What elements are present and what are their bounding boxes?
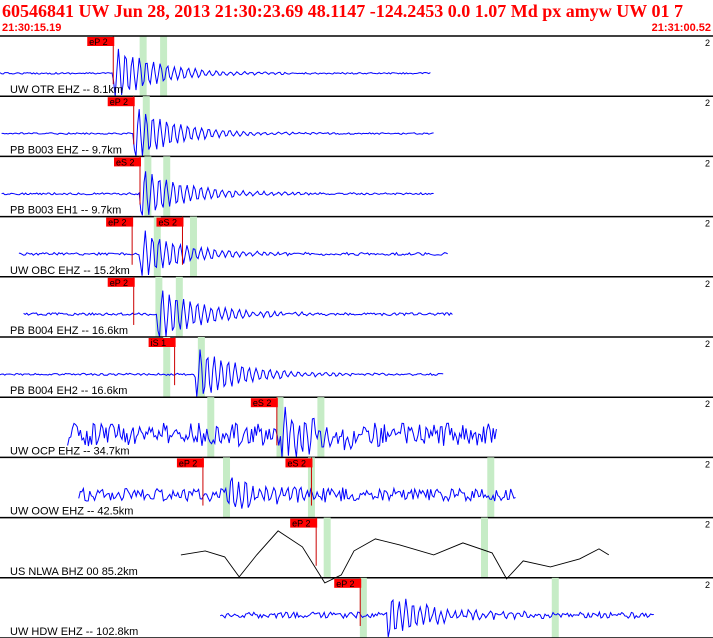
arrival-window [487,457,495,518]
pick-label: iS 1 [151,338,167,348]
pick-flag [106,217,134,227]
event-source: UW [616,1,647,21]
channel-panel[interactable]: eP 2 US NLWA BHZ 00 85.2km 2 [0,517,713,584]
event-author: amyw [565,1,612,21]
waveform-trace [180,530,610,584]
channel-scale: 2 [705,279,710,289]
channel-panel[interactable]: eP 2 PB B004 EHZ -- 16.6km 2 [0,276,713,338]
event-extra: 7 [673,1,683,21]
arrival-window [323,517,331,578]
event-version: 01 [651,1,670,21]
event-time: 21:30:23.69 [214,1,304,21]
channel-panel[interactable]: eP 2 eS 2 UW OBC EHZ -- 15.2km 2 [0,216,713,278]
event-network: UW [78,1,110,21]
arrival-window [160,36,168,97]
channel-scale: 2 [705,339,710,349]
channel-panel[interactable]: eP 2 PB B003 EHZ -- 9.7km 2 [0,96,713,158]
channel-label: UW OTR EHZ -- 8.1km [10,84,123,96]
arrival-window [153,216,161,277]
arrival-window [155,276,163,337]
event-lon: -124.2453 [369,1,444,21]
pick-flag [107,97,135,107]
channel-panel[interactable]: eP 2 eS 2 UW OOW EHZ -- 42.5km 2 [0,457,713,519]
arrival-window [142,96,150,157]
arrival-window [207,397,215,458]
waveform-trace [219,598,654,638]
pick-label: eP 2 [89,37,107,47]
channel-scale: 2 [705,38,710,48]
pick-flag [87,37,115,46]
channel-scale: 2 [705,399,710,409]
pick-label: eS 2 [158,218,177,228]
waveform-trace [1,171,434,216]
waveform-trace [1,109,434,157]
arrival-window [276,397,284,458]
waveform-trace [78,477,516,509]
channel-label: UW OBC EHZ -- 15.2km [10,265,130,277]
pick-label: eS 2 [287,458,306,468]
event-depth: 0.0 [447,1,471,21]
arrival-window [163,337,171,398]
pick-label: eP 2 [179,458,197,468]
arrival-window [480,517,488,578]
channel-label: UW HDW EHZ -- 102.8km [10,626,138,638]
waveform-trace [0,349,444,398]
event-date: Jun 28, 2013 [113,1,211,21]
channel-panel[interactable]: eS 2 UW OCP EHZ -- 34.7km 2 [0,397,713,459]
arrival-window [144,156,152,217]
pick-flag [107,277,135,287]
channel-panel[interactable]: eP 2 UW OTR EHZ -- 8.1km 2 [0,36,713,97]
pick-flag [176,458,204,468]
channel-scale: 2 [705,219,710,229]
waveform-trace [23,290,453,338]
arrival-window [359,577,367,638]
pick-flag [156,217,184,227]
channel-panel[interactable]: eP 2 UW HDW EHZ -- 102.8km 2 [0,577,713,638]
pick-label: eP 2 [108,218,126,228]
arrival-window [175,276,183,337]
arrival-window [551,577,559,638]
pick-label: eP 2 [110,97,128,107]
channel-panel[interactable]: eS 2 PB B003 EH1 -- 9.7km 2 [0,156,713,218]
channel-panel[interactable]: iS 1 PB B004 EH2 -- 16.6km 2 [0,337,713,398]
pick-label: eS 2 [116,157,135,167]
pick-label: eS 2 [253,398,272,408]
arrival-window [139,36,147,97]
channel-scale: 2 [705,158,710,168]
channel-scale: 2 [705,580,710,590]
pick-label: eP 2 [110,278,128,288]
event-header: 60546841 UW Jun 28, 2013 21:30:23.69 48.… [2,1,713,21]
channel-label: PB B003 EH1 -- 9.7km [10,205,121,217]
channel-scale: 2 [705,459,710,469]
arrival-window [223,457,231,518]
start-time: 21:30:15.19 [2,22,62,34]
pick-flag [334,578,362,588]
channel-scale: 2 [705,520,710,530]
channel-label: PB B003 EHZ -- 9.7km [10,144,122,156]
channel-label: PB B004 EH2 -- 16.6km [10,385,127,397]
channel-scale: 2 [705,98,710,108]
event-magnitude: 1.07 [474,1,507,21]
channel-label: UW OOW EHZ -- 42.5km [10,506,133,518]
end-time: 21:31:00.52 [651,22,711,34]
arrival-window [317,397,325,458]
channel-label: US NLWA BHZ 00 85.2km [10,566,138,578]
pick-flag [285,458,313,468]
waveform-trace [18,230,448,276]
waveform-trace [0,48,431,97]
pick-flag [148,338,176,347]
event-id: 60546841 [2,1,74,21]
channel-label: UW OCP EHZ -- 34.7km [10,445,130,457]
event-type: px [542,1,562,21]
event-mag-type: Md [510,1,538,21]
pick-flag [250,398,278,408]
channel-label: PB B004 EHZ -- 16.6km [10,325,128,337]
pick-label: eP 2 [292,519,310,529]
arrival-window [189,216,197,277]
pick-flag [290,518,318,528]
pick-flag [113,157,141,167]
event-lat: 48.1147 [307,1,366,21]
pick-label: eP 2 [336,579,354,589]
